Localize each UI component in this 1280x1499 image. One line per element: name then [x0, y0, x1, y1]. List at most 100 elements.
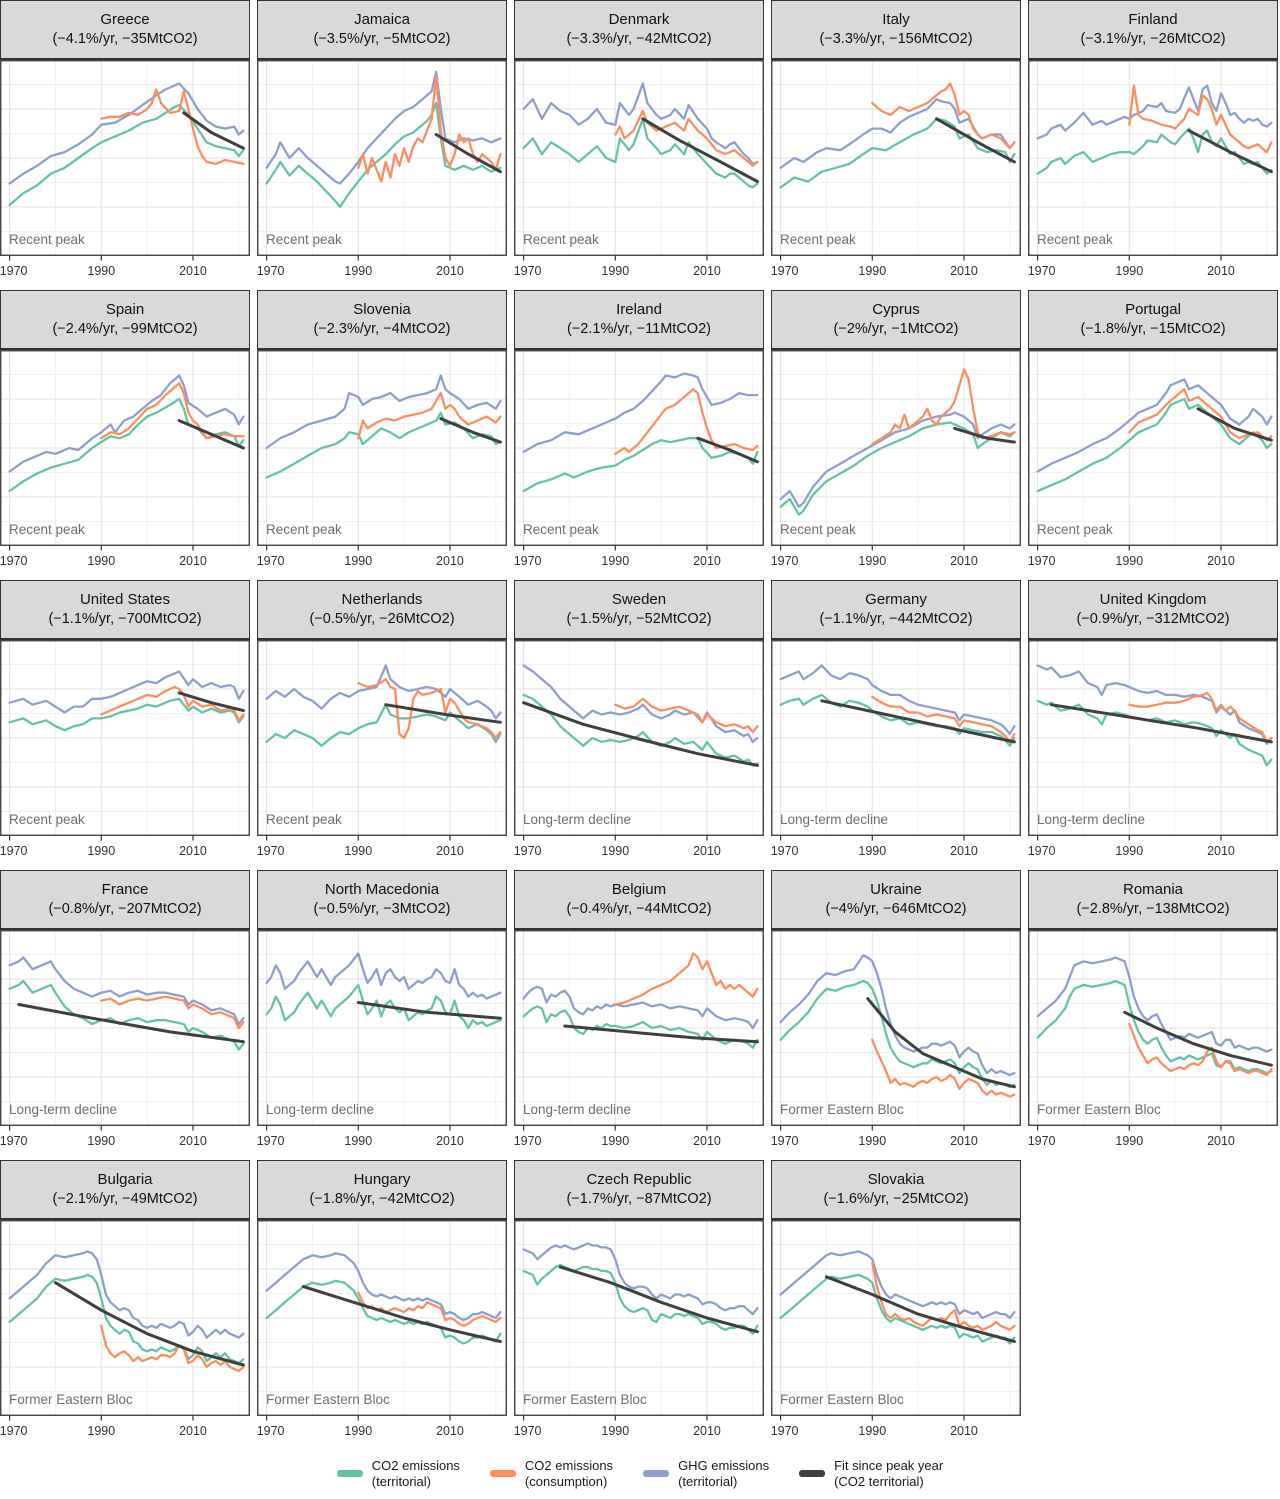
x-tick-label: 2010 — [1207, 1134, 1235, 1148]
facet-header: Czech Republic (−1.7%/yr, −87MtCO2) — [514, 1160, 764, 1220]
x-tick-label: 2010 — [179, 554, 207, 568]
facet-decline-stat: (−0.5%/yr, −26MtCO2) — [309, 610, 455, 627]
facet-country-title: Netherlands — [341, 591, 423, 609]
facet-decline-stat: (−1.7%/yr, −87MtCO2) — [566, 1190, 712, 1207]
facet-czech-republic: Czech Republic (−1.7%/yr, −87MtCO2) Former… — [514, 1160, 764, 1444]
x-tick-label: 1970 — [0, 844, 28, 858]
legend-label: GHG emissions (territorial) — [678, 1458, 770, 1489]
facet-plot: Former Eastern Bloc 1970 1990 2010 — [257, 1220, 507, 1438]
x-tick-label: 1970 — [1028, 554, 1056, 568]
x-tick-label: 1970 — [257, 264, 285, 278]
group-label: Long-term decline — [266, 1102, 374, 1117]
group-label: Long-term decline — [780, 812, 888, 827]
group-label: Long-term decline — [523, 812, 631, 827]
panel-border — [514, 60, 764, 256]
facet-plot: Long-term decline 1970 1990 2010 — [1028, 640, 1278, 858]
facet-country-title: Cyprus — [872, 301, 920, 319]
group-label: Former Eastern Bloc — [780, 1102, 904, 1117]
x-tick-label: 2010 — [436, 844, 464, 858]
facet-decline-stat: (−4%/yr, −646MtCO2) — [825, 900, 967, 917]
panel-border — [1028, 60, 1278, 256]
facet-decline-stat: (−3.5%/yr, −5MtCO2) — [313, 30, 451, 47]
facet-grid: Greece (−4.1%/yr, −35MtCO2) Recent peak 197… — [0, 0, 1278, 1444]
x-tick-label: 1990 — [344, 264, 372, 278]
x-tick-label: 1990 — [344, 1424, 372, 1438]
facet-ukraine: Ukraine (−4%/yr, −646MtCO2) Former Eastern… — [771, 870, 1021, 1154]
panel-border — [0, 60, 250, 256]
facet-header: Portugal (−1.8%/yr, −15MtCO2) — [1028, 290, 1278, 350]
x-tick-label: 1970 — [514, 554, 542, 568]
facet-greece: Greece (−4.1%/yr, −35MtCO2) Recent peak 197… — [0, 0, 250, 284]
x-tick-label: 2010 — [950, 844, 978, 858]
ghg-territorial-line — [265, 664, 502, 720]
facet-country-title: Spain — [105, 301, 145, 319]
co2-consumption-line — [614, 952, 759, 1006]
ghg-territorial-line — [522, 82, 759, 166]
legend-label: CO2 emissions (consumption) — [524, 1458, 614, 1489]
legend-item-co2-consumption: CO2 emissions (consumption) — [489, 1458, 614, 1489]
facet-decline-stat: (−0.4%/yr, −44MtCO2) — [566, 900, 712, 917]
panel-border — [1028, 930, 1278, 1126]
fit-since-peak-line — [53, 1281, 245, 1367]
group-label: Former Eastern Bloc — [9, 1392, 133, 1407]
facet-plot: Long-term decline 1970 1990 2010 — [0, 930, 250, 1148]
group-label: Recent peak — [9, 522, 85, 537]
fit-since-peak-line — [558, 1265, 759, 1334]
ghg-territorial-line — [522, 1242, 759, 1316]
x-tick-label: 1970 — [1028, 844, 1056, 858]
facet-header: Belgium (−0.4%/yr, −44MtCO2) — [514, 870, 764, 930]
fit-since-peak-line — [439, 417, 502, 444]
facet-header: Slovakia (−1.6%/yr, −25MtCO2) — [771, 1160, 1021, 1220]
x-tick-label: 1990 — [87, 264, 115, 278]
group-label: Recent peak — [523, 522, 599, 537]
facet-decline-stat: (−2%/yr, −1MtCO2) — [833, 320, 959, 337]
x-tick-label: 1970 — [0, 1424, 28, 1438]
legend: CO2 emissions (territorial) CO2 emission… — [0, 1444, 1280, 1499]
fit-since-peak-line — [1123, 1010, 1273, 1067]
legend-item-co2-territorial: CO2 emissions (territorial) — [336, 1458, 460, 1489]
facet-header: Bulgaria (−2.1%/yr, −49MtCO2) — [0, 1160, 250, 1220]
facet-country-title: Germany — [865, 591, 927, 609]
facet-sweden: Sweden (−1.5%/yr, −52MtCO2) Long-term decl… — [514, 580, 764, 864]
co2-consumption-line — [614, 109, 759, 167]
facet-decline-stat: (−2.3%/yr, −4MtCO2) — [313, 320, 451, 337]
facet-country-title: Jamaica — [354, 11, 410, 29]
x-tick-label: 1990 — [1115, 844, 1143, 858]
co2-territorial-line — [779, 421, 1016, 516]
x-tick-label: 2010 — [693, 1134, 721, 1148]
panel-border — [514, 1220, 764, 1416]
group-label: Former Eastern Bloc — [780, 1392, 904, 1407]
facet-header: Netherlands (−0.5%/yr, −26MtCO2) — [257, 580, 507, 640]
x-tick-label: 1990 — [344, 1134, 372, 1148]
x-tick-label: 1970 — [771, 1134, 799, 1148]
x-tick-label: 2010 — [950, 264, 978, 278]
co2-consumption-line — [871, 695, 1016, 744]
facet-decline-stat: (−2.1%/yr, −49MtCO2) — [52, 1190, 198, 1207]
x-tick-label: 1990 — [344, 844, 372, 858]
facet-header: Greece (−4.1%/yr, −35MtCO2) — [0, 0, 250, 60]
legend-item-ghg-territorial: GHG emissions (territorial) — [643, 1458, 769, 1489]
facet-country-title: Denmark — [608, 11, 670, 29]
x-tick-label: 1970 — [771, 554, 799, 568]
facet-country-title: France — [101, 881, 149, 899]
facet-country-title: Greece — [100, 11, 150, 29]
panel-border — [0, 1220, 250, 1416]
facet-decline-stat: (−1.5%/yr, −52MtCO2) — [566, 610, 712, 627]
facet-country-title: United States — [79, 591, 171, 609]
group-label: Recent peak — [266, 232, 342, 247]
x-tick-label: 1990 — [87, 1134, 115, 1148]
ghg-territorial-line — [8, 82, 245, 185]
facet-decline-stat: (−3.1%/yr, −26MtCO2) — [1080, 30, 1226, 47]
x-tick-label: 1990 — [1115, 1134, 1143, 1148]
ghg-territorial-line — [1036, 956, 1273, 1053]
facet-plot: Recent peak 1970 1990 2010 — [514, 350, 764, 568]
co2-territorial-line — [265, 1279, 502, 1345]
panel-border — [771, 60, 1021, 256]
fit-since-peak-line — [563, 1024, 759, 1044]
co2-consumption-line — [871, 82, 1016, 150]
group-label: Recent peak — [780, 522, 856, 537]
panel-border — [257, 60, 507, 256]
co2-territorial-line — [522, 437, 759, 493]
co2-territorial-line — [1036, 979, 1273, 1075]
x-tick-label: 1990 — [858, 554, 886, 568]
